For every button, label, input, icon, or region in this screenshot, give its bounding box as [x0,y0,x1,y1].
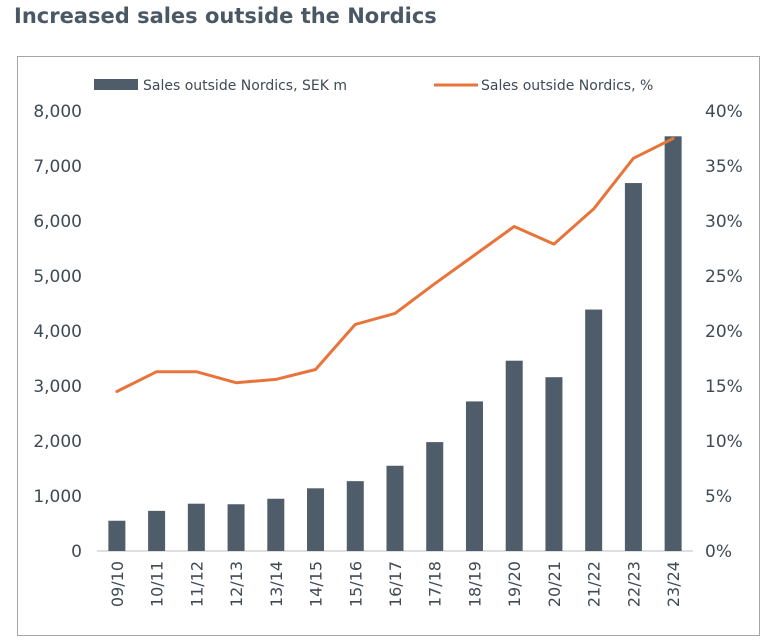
x-tick-label: 19/20 [505,561,524,607]
page-title: Increased sales outside the Nordics [14,4,437,28]
legend-label-bar: Sales outside Nordics, SEK m [143,78,347,94]
x-tick-label: 09/10 [108,561,127,607]
y-left-tick-label: 1,000 [33,487,82,507]
bar [624,183,642,552]
x-tick-label: 23/24 [664,561,683,607]
bar [585,309,603,551]
bar [148,510,166,551]
x-tick-label: 13/14 [267,561,286,607]
y-left-tick-label: 5,000 [33,267,82,287]
x-tick-label: 20/21 [545,561,564,607]
chart-frame [17,56,760,636]
x-tick-label: 14/15 [307,561,326,607]
bar [346,481,364,551]
x-tick-label: 21/22 [585,561,604,607]
y-right-tick-label: 35% [705,157,743,177]
y-right-tick-label: 10% [705,432,743,452]
y-right-tick-label: 0% [705,542,732,562]
legend-swatch-bar [94,79,138,90]
y-right-tick-label: 5% [705,487,732,507]
x-tick-label: 15/16 [346,561,365,607]
x-tick-label: 12/13 [227,561,246,607]
bar [545,377,563,551]
bar [664,136,682,552]
bar [307,488,325,551]
y-right-tick-label: 30% [705,212,743,232]
y-left-tick-label: 2,000 [33,432,82,452]
y-right-tick-label: 40% [705,102,743,122]
y-left-tick-label: 6,000 [33,212,82,232]
y-left-tick-label: 4,000 [33,322,82,342]
y-left-tick-label: 0 [71,542,82,562]
line-series [115,137,675,393]
bar [386,465,404,551]
y-right-tick-label: 20% [705,322,743,342]
bar [465,401,483,551]
x-tick-label: 17/18 [426,561,445,607]
y-left-tick-label: 8,000 [33,102,82,122]
y-right-tick-label: 25% [705,267,743,287]
bar [108,520,126,551]
x-tick-label: 18/19 [465,561,484,607]
x-tick-label: 10/11 [148,561,167,607]
y-right-tick-label: 15% [705,377,743,397]
x-tick-label: 22/23 [624,561,643,607]
x-tick-label: 11/12 [187,561,206,607]
y-left-tick-label: 3,000 [33,377,82,397]
legend-label-line: Sales outside Nordics, % [481,78,653,94]
bar [267,498,285,551]
bar [426,442,444,551]
x-tick-label: 16/17 [386,561,405,607]
bar [227,504,245,551]
bar [505,360,523,551]
bar [187,503,205,551]
y-left-tick-label: 7,000 [33,157,82,177]
